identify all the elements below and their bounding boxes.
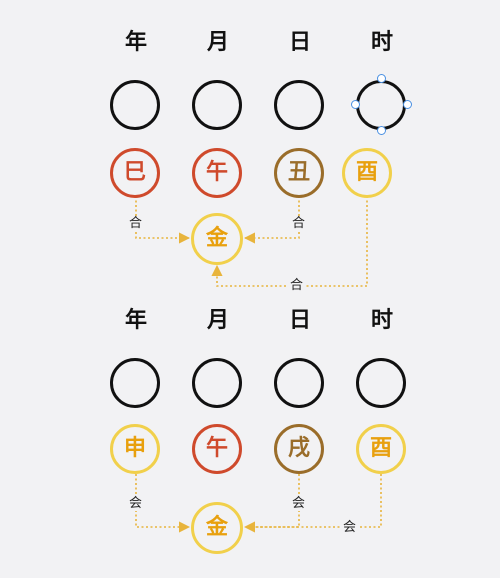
connector-day-to-result-1 bbox=[243, 196, 300, 244]
stem-circle-hour-1-selected[interactable] bbox=[356, 80, 406, 130]
header-hour-1: 时 bbox=[370, 30, 393, 55]
relation-label-bottom-2: 会 bbox=[341, 520, 359, 535]
branch-day-2[interactable]: 戌 bbox=[274, 424, 324, 474]
stem-circle-month-1[interactable] bbox=[192, 80, 242, 130]
stem-circle-day-2[interactable] bbox=[274, 358, 324, 408]
result-element-1[interactable]: 金 bbox=[191, 213, 243, 265]
header-hour-2: 时 bbox=[370, 308, 393, 333]
stem-circle-month-2[interactable] bbox=[192, 358, 242, 408]
header-day-2: 日 bbox=[288, 308, 311, 333]
relation-label-left-2: 会 bbox=[127, 496, 145, 511]
relation-label-bottom-1: 合 bbox=[288, 278, 306, 293]
branch-year-1[interactable]: 巳 bbox=[110, 148, 160, 198]
selection-handle-top[interactable] bbox=[377, 74, 386, 83]
stem-circle-year-1[interactable] bbox=[110, 80, 160, 130]
result-element-2[interactable]: 金 bbox=[191, 502, 243, 554]
relation-label-right-1: 合 bbox=[290, 216, 308, 231]
connector-year-to-result-1 bbox=[135, 196, 191, 244]
connector-hour-to-result-1 bbox=[211, 196, 368, 287]
relation-label-left-1: 合 bbox=[127, 216, 145, 231]
selection-handle-left[interactable] bbox=[351, 100, 360, 109]
connector-hour-to-result-2 bbox=[243, 474, 382, 533]
header-year-1: 年 bbox=[124, 30, 147, 55]
branch-month-1[interactable]: 午 bbox=[192, 148, 242, 198]
stem-circle-hour-2[interactable] bbox=[356, 358, 406, 408]
stem-circle-year-2[interactable] bbox=[110, 358, 160, 408]
branch-hour-1[interactable]: 酉 bbox=[342, 148, 392, 198]
selection-handle-right[interactable] bbox=[403, 100, 412, 109]
branch-year-2[interactable]: 申 bbox=[110, 424, 160, 474]
header-month-2: 月 bbox=[206, 308, 229, 333]
selection-handle-bottom[interactable] bbox=[377, 126, 386, 135]
header-day-1: 日 bbox=[288, 30, 311, 55]
header-year-2: 年 bbox=[124, 308, 147, 333]
branch-month-2[interactable]: 午 bbox=[192, 424, 242, 474]
relation-label-right-2: 会 bbox=[290, 496, 308, 511]
stem-circle-day-1[interactable] bbox=[274, 80, 324, 130]
header-month-1: 月 bbox=[206, 30, 229, 55]
branch-hour-2[interactable]: 酉 bbox=[356, 424, 406, 474]
branch-day-1[interactable]: 丑 bbox=[274, 148, 324, 198]
